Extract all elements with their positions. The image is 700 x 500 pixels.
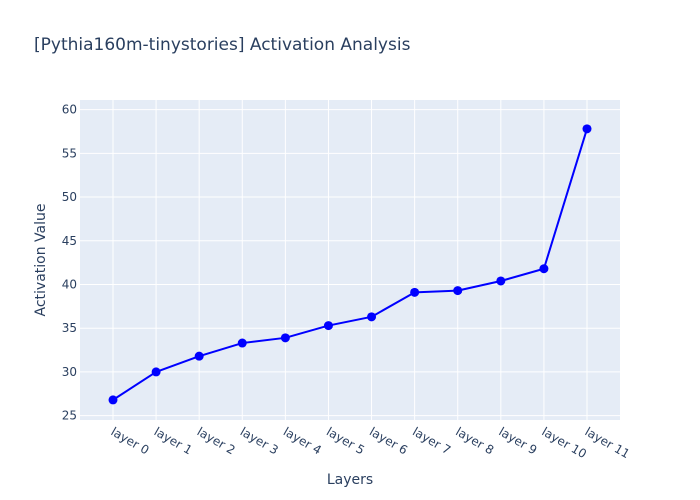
series-line (112, 128, 588, 401)
data-point (367, 312, 377, 322)
x-axis-label: Layers (327, 472, 373, 488)
x-tick-label: layer 1 (152, 424, 195, 457)
y-tick-label: 40 (62, 277, 77, 291)
data-point (453, 286, 463, 296)
y-tick-label: 30 (62, 365, 77, 379)
data-point (323, 321, 333, 331)
x-tick-label: layer 5 (324, 424, 367, 457)
data-point (582, 124, 592, 134)
y-axis-label: Activation Value (33, 204, 49, 317)
data-point (539, 264, 549, 274)
x-tick-label: layer 3 (238, 424, 281, 457)
x-tick-label: layer 2 (195, 424, 238, 457)
y-tick-label: 60 (62, 103, 77, 117)
x-tick-label: layer 9 (496, 424, 539, 457)
x-tick-label: layer 0 (109, 424, 152, 457)
y-tick-label: 25 (62, 409, 77, 423)
x-tick-label: layer 7 (410, 424, 453, 457)
x-tick-label: layer 10 (539, 424, 589, 461)
y-tick-label: 50 (62, 190, 77, 204)
chart-title: [Pythia160m-tinystories] Activation Anal… (34, 35, 411, 55)
x-axis-ticks: layer 0 layer 1 layer 2 layer 3 layer 4 layer… (109, 424, 633, 461)
data-point (237, 338, 247, 348)
grid-lines (80, 100, 620, 420)
data-point (496, 276, 506, 286)
x-tick-label: layer 8 (453, 424, 496, 457)
data-point (410, 287, 420, 297)
y-axis-ticks: 25 30 35 40 45 50 55 60 (62, 103, 77, 423)
x-tick-label: layer 4 (281, 424, 324, 457)
data-point (194, 351, 204, 361)
data-point (151, 367, 161, 377)
y-tick-label: 45 (62, 234, 77, 248)
data-point (108, 395, 118, 405)
y-tick-label: 55 (62, 146, 77, 160)
y-tick-label: 35 (62, 321, 77, 335)
data-point (280, 333, 290, 343)
x-tick-label: layer 11 (583, 424, 633, 461)
x-tick-label: layer 6 (367, 424, 410, 457)
series-activation (108, 124, 592, 405)
